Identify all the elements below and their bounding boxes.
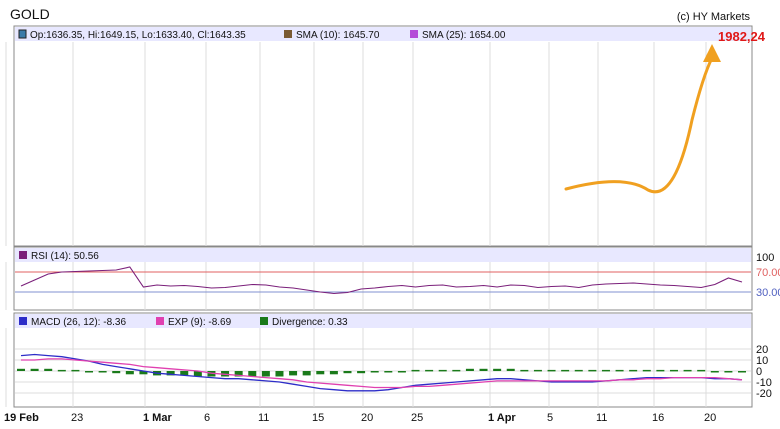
rsi-legend: RSI (14): 50.56 bbox=[31, 251, 99, 262]
brand-label: (c) HY Markets bbox=[677, 11, 751, 23]
candle-icon bbox=[18, 29, 27, 39]
divergence-bar bbox=[302, 371, 311, 376]
rsi-line bbox=[20, 266, 743, 295]
divergence-bar bbox=[112, 371, 121, 374]
macd-swatch bbox=[19, 317, 27, 325]
x-tick-label: 25 bbox=[411, 412, 423, 424]
sma25-legend: SMA (25): 1654.00 bbox=[422, 30, 506, 41]
divergence-bar bbox=[316, 371, 325, 375]
divergence-bar bbox=[669, 369, 678, 372]
divergence-bar bbox=[248, 371, 257, 377]
divergence-bar bbox=[425, 369, 434, 372]
divergence-bar bbox=[506, 368, 515, 371]
divergence-bar bbox=[465, 368, 474, 371]
x-tick-label: 11 bbox=[258, 412, 269, 424]
divergence-bar bbox=[98, 371, 107, 373]
divergence-bar bbox=[44, 368, 53, 371]
macd-y-tick-label: -10 bbox=[756, 377, 772, 389]
divergence-bar bbox=[697, 369, 706, 372]
sma10-legend: SMA (10): 1645.70 bbox=[296, 30, 380, 41]
divergence-bar bbox=[574, 369, 583, 372]
divergence-bar bbox=[547, 369, 556, 372]
x-tick-label: 15 bbox=[312, 412, 324, 424]
divergence-bar bbox=[588, 369, 597, 372]
divergence-bar bbox=[357, 371, 366, 374]
price-legend-bar bbox=[15, 27, 751, 41]
divergence-bar bbox=[411, 369, 420, 372]
target-label: 1982,24 bbox=[718, 29, 766, 44]
rsi-legend-bar bbox=[15, 248, 751, 262]
divergence-bar bbox=[384, 371, 393, 373]
x-tick-label: 19 Feb bbox=[4, 412, 39, 424]
divergence-bar bbox=[683, 369, 692, 372]
sma25-swatch bbox=[410, 30, 418, 38]
divergence-bar bbox=[30, 368, 39, 371]
x-tick-label: 20 bbox=[704, 412, 716, 424]
x-tick-label: 20 bbox=[361, 412, 373, 424]
divergence-swatch bbox=[260, 317, 268, 325]
price-panel bbox=[13, 25, 753, 247]
divergence-bar bbox=[289, 371, 298, 376]
macd-y-tick-label: 10 bbox=[756, 355, 768, 367]
divergence-bar bbox=[738, 371, 746, 373]
macd-y-tick-label: 20 bbox=[756, 344, 768, 356]
divergence-bar bbox=[370, 371, 379, 373]
macd-y-tick-label: -20 bbox=[756, 388, 772, 400]
ohlc-legend: Op:1636.35, Hi:1649.15, Lo:1633.40, Cl:1… bbox=[30, 30, 246, 41]
divergence-bar bbox=[57, 369, 66, 372]
x-tick-label: 1 Mar bbox=[143, 412, 172, 424]
exp-legend: EXP (9): -8.69 bbox=[168, 317, 232, 328]
macd-y-tick-label: 0 bbox=[756, 366, 762, 378]
divergence-bar bbox=[629, 369, 638, 372]
forecast-arrow bbox=[564, 56, 714, 194]
divergence-bar bbox=[71, 369, 80, 372]
divergence-bar bbox=[17, 368, 25, 371]
divergence-bar bbox=[479, 368, 488, 371]
x-tick-label: 1 Apr bbox=[488, 412, 516, 424]
divergence-bar bbox=[601, 369, 610, 372]
divergence-bar bbox=[520, 369, 529, 372]
divergence-bar bbox=[438, 369, 447, 372]
divergence-bar bbox=[125, 371, 134, 375]
exp-line bbox=[21, 358, 743, 389]
divergence-bar bbox=[180, 371, 189, 376]
divergence-bar bbox=[642, 369, 651, 372]
rsi-y-tick-label: 70.00 bbox=[756, 267, 780, 279]
x-tick-label: 23 bbox=[71, 412, 83, 424]
divergence-bar bbox=[615, 369, 624, 372]
divergence-bar bbox=[533, 369, 542, 372]
chart-title: GOLD bbox=[10, 6, 50, 22]
macd-legend: MACD (26, 12): -8.36 bbox=[31, 317, 126, 328]
divergence-bar bbox=[343, 371, 352, 374]
sma10-swatch bbox=[284, 30, 292, 38]
divergence-bar bbox=[710, 371, 719, 373]
divergence-bar bbox=[724, 371, 733, 373]
divergence-bar bbox=[561, 369, 570, 372]
divergence-bar bbox=[139, 371, 148, 375]
rsi-swatch bbox=[19, 251, 27, 259]
rsi-y-tick-label: 30.00 bbox=[756, 287, 780, 299]
divergence-bar bbox=[193, 371, 202, 377]
divergence-bar bbox=[275, 371, 284, 377]
exp-swatch bbox=[156, 317, 164, 325]
divergence-bar bbox=[166, 371, 175, 376]
rsi-y-tick-label: 100 bbox=[756, 252, 774, 264]
divergence-bar bbox=[85, 371, 94, 373]
divergence-legend: Divergence: 0.33 bbox=[272, 317, 348, 328]
divergence-bar bbox=[452, 369, 461, 372]
x-tick-label: 5 bbox=[547, 412, 553, 424]
divergence-bar bbox=[493, 368, 502, 371]
forecast-arrowhead bbox=[703, 44, 721, 62]
divergence-bar bbox=[261, 371, 270, 377]
macd-legend-bar bbox=[15, 314, 751, 328]
x-tick-label: 16 bbox=[652, 412, 664, 424]
x-tick-label: 6 bbox=[204, 412, 210, 424]
divergence-bar bbox=[656, 369, 665, 372]
divergence-bar bbox=[397, 371, 406, 373]
divergence-bar bbox=[329, 371, 338, 375]
x-tick-label: 11 bbox=[596, 412, 607, 424]
divergence-bar bbox=[234, 371, 243, 377]
